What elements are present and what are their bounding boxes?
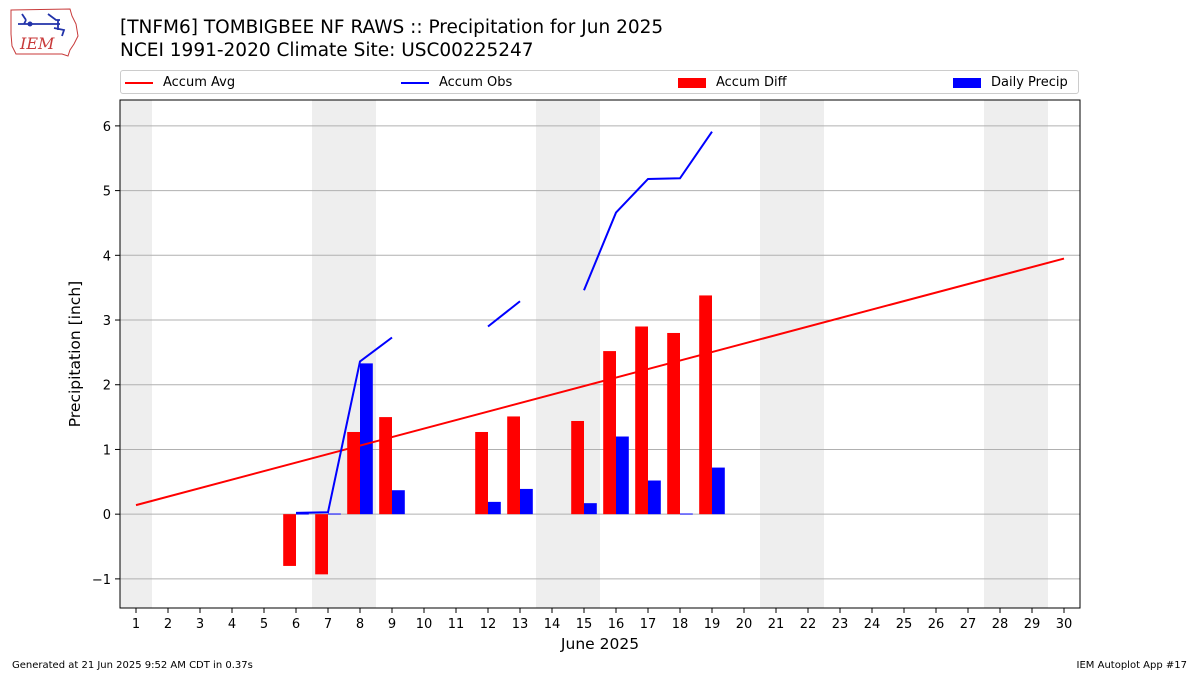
x-tick-label: 19: [704, 617, 721, 632]
x-tick-label: 26: [928, 617, 945, 632]
legend-swatch-accum-diff: [678, 77, 706, 88]
weekend-band: [120, 100, 152, 608]
accum-obs-line: [487, 300, 521, 328]
x-tick-label: 8: [356, 617, 364, 632]
weekend-band: [760, 100, 792, 608]
weekend-band: [536, 100, 568, 608]
x-tick-label: 15: [576, 617, 593, 632]
x-tick-label: 2: [164, 617, 172, 632]
y-tick-label: 3: [103, 314, 111, 329]
accum-diff-bar: [571, 420, 584, 515]
x-tick-label: 11: [448, 617, 465, 632]
generated-timestamp: Generated at 21 Jun 2025 9:52 AM CDT in …: [12, 660, 253, 671]
legend-swatch-accum-avg: [125, 81, 153, 84]
legend-label-accum-obs: Accum Obs: [439, 75, 513, 90]
weather-vane-icon: [18, 13, 66, 37]
x-tick-label: 28: [992, 617, 1009, 632]
y-axis-label: Precipitation [inch]: [66, 281, 84, 427]
x-tick-label: 21: [768, 617, 785, 632]
daily-precip-bar: [584, 503, 597, 515]
weekend-band: [312, 100, 344, 608]
legend-item-accum-obs: Accum Obs: [401, 74, 512, 92]
legend-label-daily-precip: Daily Precip: [991, 75, 1068, 90]
daily-precip-bar: [680, 513, 693, 515]
weekend-band: [1016, 100, 1048, 608]
x-tick-label: 25: [896, 617, 913, 632]
x-tick-label: 30: [1056, 617, 1073, 632]
x-tick-label: 20: [736, 617, 753, 632]
weekend-band: [792, 100, 824, 608]
accum-diff-bar: [603, 351, 616, 515]
daily-precip-bar: [712, 467, 725, 515]
x-tick-label: 24: [864, 617, 881, 632]
accum-diff-bar: [283, 514, 296, 566]
y-tick-label: 1: [103, 443, 111, 458]
daily-precip-bar: [616, 436, 629, 515]
iem-logo: IEM: [10, 8, 79, 57]
legend-item-daily-precip: Daily Precip: [953, 74, 1068, 92]
legend-item-accum-avg: Accum Avg: [125, 74, 235, 92]
x-tick-label: 17: [640, 617, 657, 632]
y-tick-label: 4: [103, 249, 111, 264]
iowa-state-outline-icon: [10, 8, 79, 57]
accum-diff-bar: [635, 326, 648, 515]
x-tick-label: 29: [1024, 617, 1041, 632]
weekend-band: [568, 100, 600, 608]
chart-legend: Accum Avg Accum Obs Accum Diff Daily Pre…: [120, 70, 1079, 94]
accum-diff-bar: [667, 332, 680, 515]
legend-label-accum-diff: Accum Diff: [716, 75, 787, 90]
daily-precip-bar: [328, 513, 341, 515]
accum-diff-bar: [315, 514, 328, 575]
legend-item-accum-diff: Accum Diff: [678, 74, 787, 92]
chart-subtitle: NCEI 1991-2020 Climate Site: USC00225247: [120, 40, 534, 61]
legend-swatch-daily-precip: [953, 77, 981, 88]
accum-diff-bar: [347, 431, 360, 515]
x-tick-label: 1: [132, 617, 140, 632]
x-tick-label: 7: [324, 617, 332, 632]
app-credit: IEM Autoplot App #17: [1076, 660, 1187, 671]
accum-diff-bar: [507, 416, 520, 515]
y-tick-label: −1: [92, 573, 111, 588]
x-tick-label: 27: [960, 617, 977, 632]
x-tick-label: 5: [260, 617, 268, 632]
y-tick-label: 0: [103, 508, 111, 523]
x-tick-label: 23: [832, 617, 849, 632]
x-tick-label: 3: [196, 617, 204, 632]
accum-diff-bar: [699, 295, 712, 515]
daily-precip-bar: [392, 490, 405, 515]
accum-diff-bar: [379, 417, 392, 515]
x-tick-label: 12: [480, 617, 497, 632]
legend-swatch-accum-obs: [401, 81, 429, 84]
x-tick-label: 22: [800, 617, 817, 632]
x-tick-label: 14: [544, 617, 561, 632]
y-tick-label: 6: [103, 120, 111, 135]
daily-precip-bar: [488, 501, 501, 515]
y-tick-label: 5: [103, 185, 111, 200]
daily-precip-bar: [520, 488, 533, 515]
legend-label-accum-avg: Accum Avg: [163, 75, 236, 90]
x-tick-label: 4: [228, 617, 236, 632]
chart-title: [TNFM6] TOMBIGBEE NF RAWS :: Precipitati…: [120, 17, 664, 38]
daily-precip-bar: [360, 363, 373, 515]
logo-text: IEM: [19, 34, 55, 53]
y-tick-label: 2: [103, 379, 111, 394]
accum-obs-line: [295, 336, 393, 514]
accum-obs-line: [583, 131, 713, 291]
x-tick-label: 9: [388, 617, 396, 632]
x-tick-label: 16: [608, 617, 625, 632]
plot-frame: [119, 99, 1081, 609]
x-tick-label: 6: [292, 617, 300, 632]
daily-precip-bar: [648, 480, 661, 515]
x-tick-label: 18: [672, 617, 689, 632]
x-tick-label: 13: [512, 617, 529, 632]
daily-precip-bar: [296, 513, 309, 515]
accum-diff-bar: [475, 431, 488, 515]
accum-avg-line: [135, 257, 1065, 507]
weekend-band: [984, 100, 1016, 608]
weekend-band: [344, 100, 376, 608]
x-tick-label: 10: [416, 617, 433, 632]
x-axis-label: June 2025: [560, 635, 639, 653]
